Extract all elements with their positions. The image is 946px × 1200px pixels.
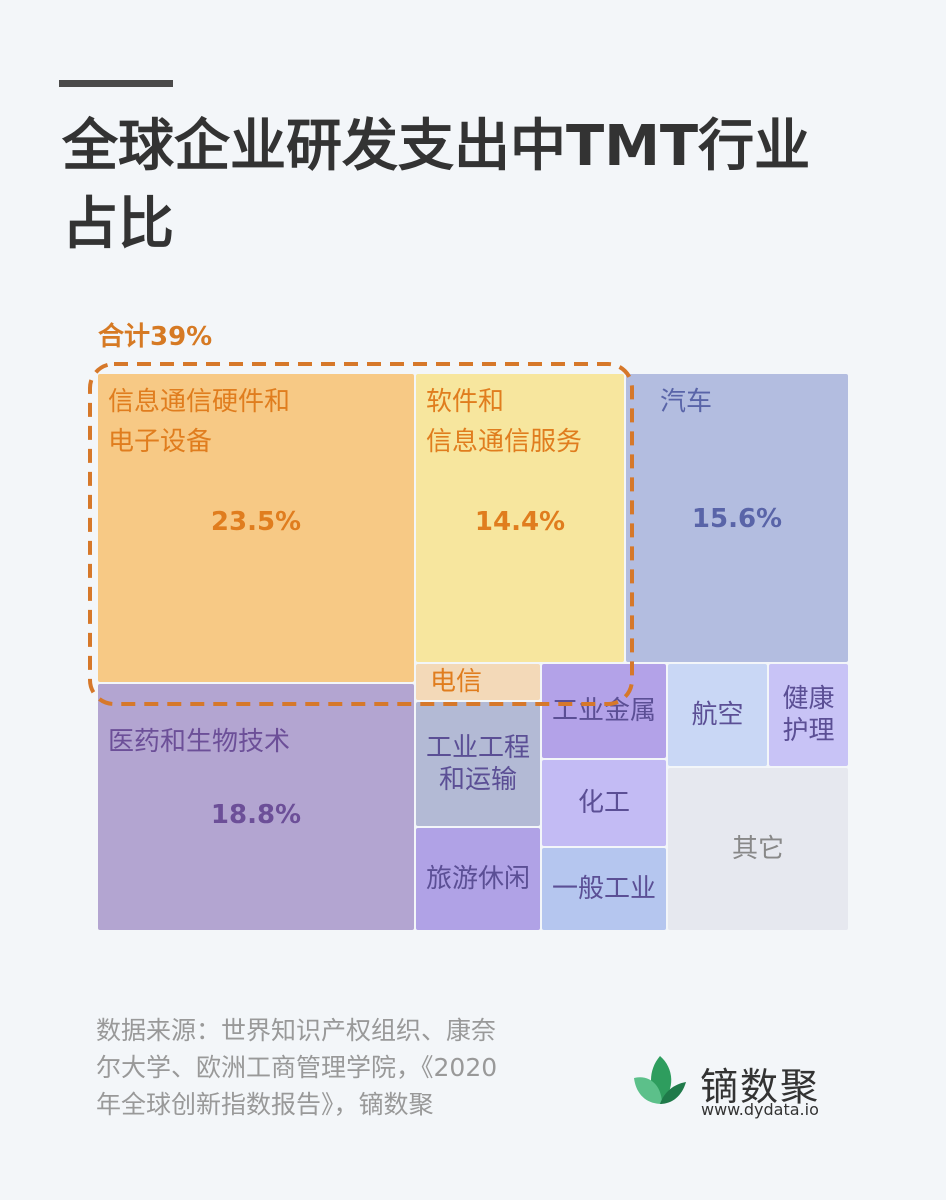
tile: 一般工业: [542, 848, 666, 930]
treemap: 信息通信硬件和 电子设备 23.5% 软件和 信息通信服务 14.4% 电信 汽车 15.6…: [98, 374, 848, 930]
logo-icon: [634, 1056, 686, 1104]
annotation: 合计39%: [98, 322, 213, 352]
title-bar: [59, 80, 173, 87]
tile: 健康 护理: [769, 664, 848, 766]
tile: 旅游休闲: [416, 828, 540, 930]
value-label: 18.8%: [210, 800, 302, 830]
dashed-box: [88, 362, 634, 706]
tile-label: 健康 护理: [782, 684, 835, 746]
tile: 工业工程 和运输: [416, 702, 540, 826]
tile-label: 工业工程 和运输: [425, 733, 530, 795]
tile-label: 电信: [430, 667, 483, 697]
tile: 其它: [668, 768, 848, 930]
tile-label: 工业金属: [551, 696, 656, 726]
tile-label: 旅游休闲: [425, 864, 530, 894]
tile-label: 汽车: [660, 387, 713, 417]
tile: 航空: [668, 664, 767, 766]
brand: 镝数聚: [700, 1065, 821, 1109]
tile-label: 化工: [577, 788, 630, 818]
tile: 信息通信硬件和 电子设备 23.5%: [98, 374, 414, 682]
tile: 医药和生物技术 18.8%: [98, 684, 414, 930]
tile-label: 医药和生物技术: [108, 727, 291, 757]
tile: 电信: [416, 664, 540, 700]
tile: 软件和 信息通信服务 14.4%: [416, 374, 624, 662]
tile: 工业金属: [542, 664, 666, 758]
tile-label: 软件和 信息通信服务: [426, 387, 583, 457]
tile-label: 信息通信硬件和 电子设备: [108, 387, 291, 457]
chart-title: 全球企业研发支出中TMT行业 占比: [62, 114, 811, 257]
tile-label: 航空: [691, 700, 744, 730]
source: 数据来源：世界知识产权组织、康奈 尔大学、欧洲工商管理学院，《2020 年全球创…: [96, 1016, 498, 1119]
tile-label: 一般工业: [551, 874, 656, 904]
value-label: 15.6%: [691, 504, 783, 534]
tile: 汽车 15.6%: [626, 374, 848, 662]
site: www.dydata.io: [701, 1100, 819, 1119]
tile-label: 其它: [731, 834, 784, 864]
value-label: 14.4%: [474, 507, 566, 537]
group-outline: [88, 362, 634, 706]
tile: 化工: [542, 760, 666, 846]
value-label: 23.5%: [210, 507, 302, 537]
